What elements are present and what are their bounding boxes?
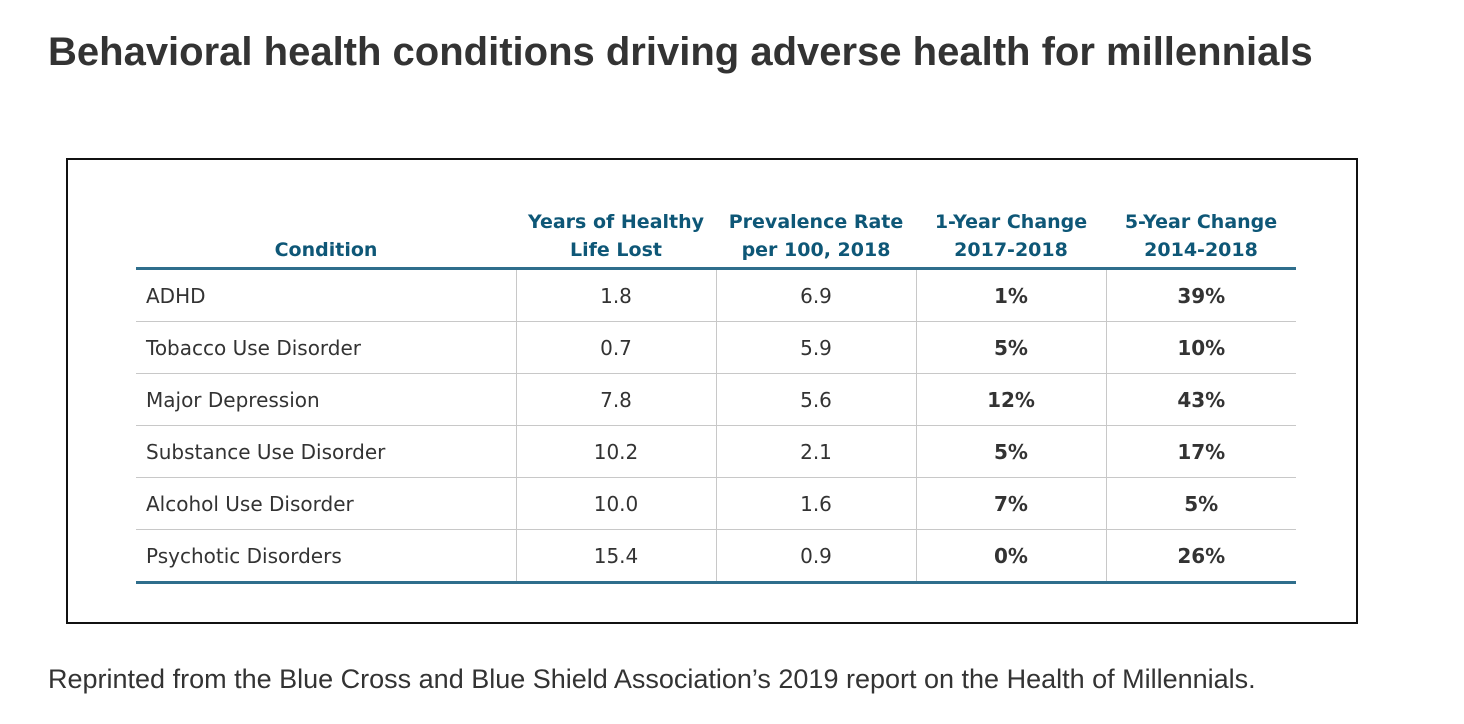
table-row: ADHD 1.8 6.9 1% 39% xyxy=(136,268,1296,322)
years-lost-cell: 15.4 xyxy=(515,529,716,584)
prevalence-cell: 1.6 xyxy=(715,477,916,530)
one-year-change-cell: 7% xyxy=(915,477,1106,530)
column-header-line: 2014-2018 xyxy=(1144,239,1258,261)
one-year-change-cell: 5% xyxy=(915,321,1106,374)
years-lost-cell: 10.0 xyxy=(515,477,716,530)
condition-cell: Substance Use Disorder xyxy=(136,425,516,478)
column-header-5yr-change: 5-Year Change 2014-2018 xyxy=(1106,208,1296,270)
years-lost-cell: 0.7 xyxy=(515,321,716,374)
table-row: Major Depression 7.8 5.6 12% 43% xyxy=(136,373,1296,426)
column-header-line: Prevalence Rate xyxy=(728,211,904,233)
five-year-change-cell: 5% xyxy=(1105,477,1296,530)
condition-cell: Alcohol Use Disorder xyxy=(136,477,516,530)
page-title: Behavioral health conditions driving adv… xyxy=(48,30,1313,74)
column-header-1yr-change: 1-Year Change 2017-2018 xyxy=(916,208,1106,270)
column-header-line: 1-Year Change xyxy=(934,211,1088,233)
prevalence-cell: 6.9 xyxy=(715,268,916,322)
condition-cell: Major Depression xyxy=(136,373,516,426)
column-header-line: 5-Year Change xyxy=(1124,211,1278,233)
column-header-line: per 100, 2018 xyxy=(741,239,891,261)
table-row: Alcohol Use Disorder 10.0 1.6 7% 5% xyxy=(136,477,1296,530)
column-header-line: Condition xyxy=(274,239,378,261)
five-year-change-cell: 17% xyxy=(1105,425,1296,478)
column-header-years-lost: Years of Healthy Life Lost xyxy=(516,208,716,270)
table-header-row: Condition Years of Healthy Life Lost Pre… xyxy=(136,208,1296,270)
prevalence-cell: 5.6 xyxy=(715,373,916,426)
table-row: Substance Use Disorder 10.2 2.1 5% 17% xyxy=(136,425,1296,478)
one-year-change-cell: 12% xyxy=(915,373,1106,426)
column-header-line: Life Lost xyxy=(570,239,662,261)
table-row: Psychotic Disorders 15.4 0.9 0% 26% xyxy=(136,529,1296,584)
table-row: Tobacco Use Disorder 0.7 5.9 5% 10% xyxy=(136,321,1296,374)
years-lost-cell: 7.8 xyxy=(515,373,716,426)
prevalence-cell: 0.9 xyxy=(715,529,916,584)
condition-cell: ADHD xyxy=(136,268,516,322)
column-header-line: Years of Healthy xyxy=(527,211,705,233)
five-year-change-cell: 26% xyxy=(1105,529,1296,584)
condition-cell: Tobacco Use Disorder xyxy=(136,321,516,374)
prevalence-cell: 5.9 xyxy=(715,321,916,374)
years-lost-cell: 1.8 xyxy=(515,268,716,322)
column-header-line: 2017-2018 xyxy=(954,239,1068,261)
one-year-change-cell: 1% xyxy=(915,268,1106,322)
one-year-change-cell: 0% xyxy=(915,529,1106,584)
condition-cell: Psychotic Disorders xyxy=(136,529,516,584)
years-lost-cell: 10.2 xyxy=(515,425,716,478)
prevalence-cell: 2.1 xyxy=(715,425,916,478)
source-caption: Reprinted from the Blue Cross and Blue S… xyxy=(48,664,1256,694)
column-header-prevalence: Prevalence Rate per 100, 2018 xyxy=(716,208,916,270)
data-table: Condition Years of Healthy Life Lost Pre… xyxy=(136,208,1296,584)
column-header-condition: Condition xyxy=(136,208,516,270)
five-year-change-cell: 43% xyxy=(1105,373,1296,426)
one-year-change-cell: 5% xyxy=(915,425,1106,478)
five-year-change-cell: 39% xyxy=(1105,268,1296,322)
five-year-change-cell: 10% xyxy=(1105,321,1296,374)
table-figure: Condition Years of Healthy Life Lost Pre… xyxy=(66,158,1358,624)
